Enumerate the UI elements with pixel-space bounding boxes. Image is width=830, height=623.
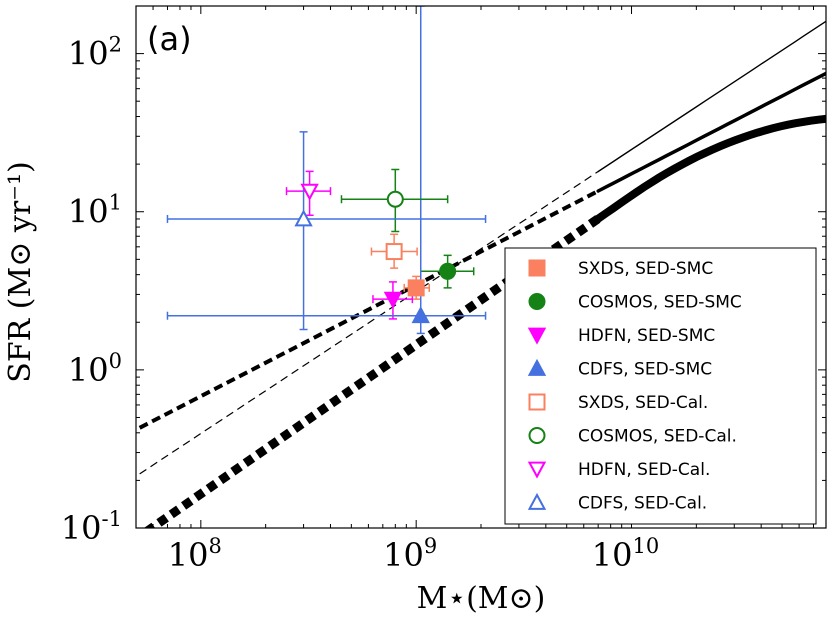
relation-thick-solid: [594, 114, 826, 223]
legend-marker-sxds-sed-smc: [528, 259, 546, 277]
legend-label-sxds-sed-cal: SXDS, SED-Cal.: [578, 393, 708, 413]
legend-marker-sxds-sed-cal: [528, 393, 546, 411]
sxds-sed-smc-point: [407, 279, 425, 297]
cdfs-sed-smc-point: [411, 306, 430, 324]
legend-marker-cdfs-sed-smc: [527, 358, 547, 376]
y-tick-label: 102: [68, 33, 122, 73]
relation-thin-dashed: [139, 171, 599, 475]
x-tick-label: 109: [383, 534, 437, 574]
panel-label: (a): [147, 20, 192, 58]
hdfn-sed-cal-point: [300, 183, 319, 201]
y-tick-label: 10-1: [61, 507, 122, 547]
legend-frame: [504, 247, 817, 525]
relation-medium-solid: [596, 71, 826, 193]
relation-thin-solid: [597, 20, 826, 173]
hdfn-sed-smc-point: [383, 291, 403, 309]
y-axis-title: SFR (M⊙ yr⁻¹): [3, 161, 38, 382]
legend-label-sxds-sed-smc: SXDS, SED-SMC: [578, 259, 713, 279]
legend-marker-hdfn-sed-smc: [527, 327, 547, 345]
y-tick-label: 100: [68, 349, 122, 389]
legend-marker-cosmos-sed-smc: [528, 293, 546, 310]
sxds-sed-cal-point: [385, 243, 403, 261]
relation-medium-dashed: [138, 189, 600, 430]
legend-label-cosmos-sed-smc: COSMOS, SED-SMC: [578, 293, 742, 313]
legend-marker-cosmos-sed-cal: [528, 427, 546, 444]
legend-marker-cdfs-sed-cal: [527, 492, 547, 510]
legend-label-hdfn-sed-cal: HDFN, SED-Cal.: [578, 460, 710, 480]
x-tick-label: 108: [168, 534, 222, 574]
legend-label-cdfs-sed-cal: CDFS, SED-Cal.: [578, 494, 707, 514]
legend: SXDS, SED-SMC COSMOS, SED-SMC HDFN, SED-SM…: [504, 247, 817, 525]
cdfs-sed-cal-point: [294, 209, 313, 227]
legend-marker-hdfn-sed-cal: [527, 461, 547, 479]
legend-label-cosmos-sed-cal: COSMOS, SED-Cal.: [578, 427, 737, 447]
legend-label-cdfs-sed-smc: CDFS, SED-SMC: [578, 360, 712, 380]
y-tick-label: 101: [68, 191, 122, 231]
cosmos-sed-smc-point: [439, 262, 457, 280]
x-axis-title: M⋆(M⊙): [417, 581, 546, 616]
cosmos-sed-cal-point: [386, 190, 404, 208]
x-tick-label: 1010: [592, 534, 659, 574]
legend-label-hdfn-sed-smc: HDFN, SED-SMC: [578, 326, 715, 346]
